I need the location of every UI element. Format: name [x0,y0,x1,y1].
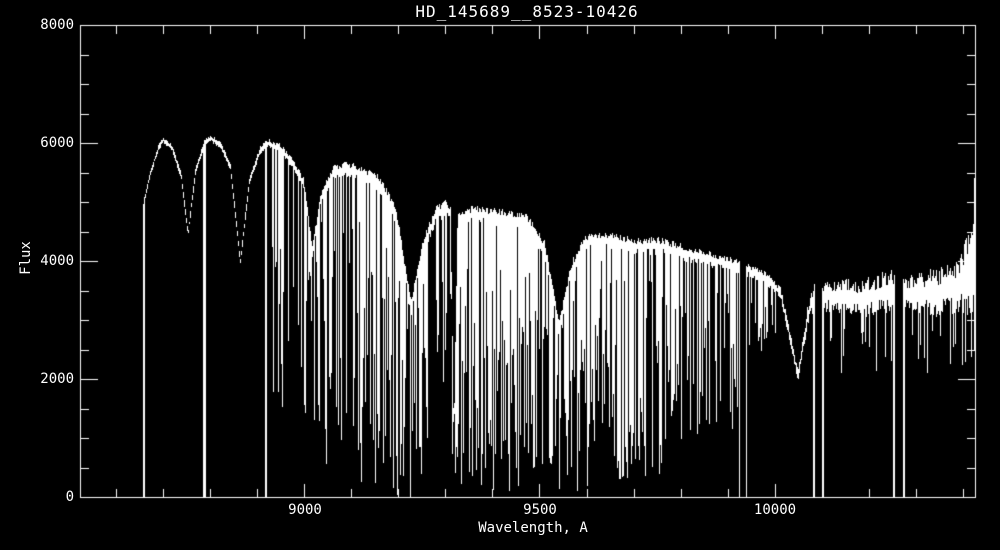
plot-title: HD_145689__8523-10426 [415,2,639,21]
y-tick-label: 8000 [40,17,74,33]
y-tick-label: 6000 [40,135,74,151]
y-tick-label: 2000 [40,371,74,387]
y-tick-label: 4000 [40,253,74,269]
x-axis-label: Wavelength, A [478,520,588,536]
x-tick-label: 9000 [288,502,322,518]
x-tick-label: 9500 [523,502,557,518]
x-tick-label: 10000 [753,502,797,518]
y-axis-label: Flux [18,241,34,275]
y-tick-label: 0 [65,489,74,505]
